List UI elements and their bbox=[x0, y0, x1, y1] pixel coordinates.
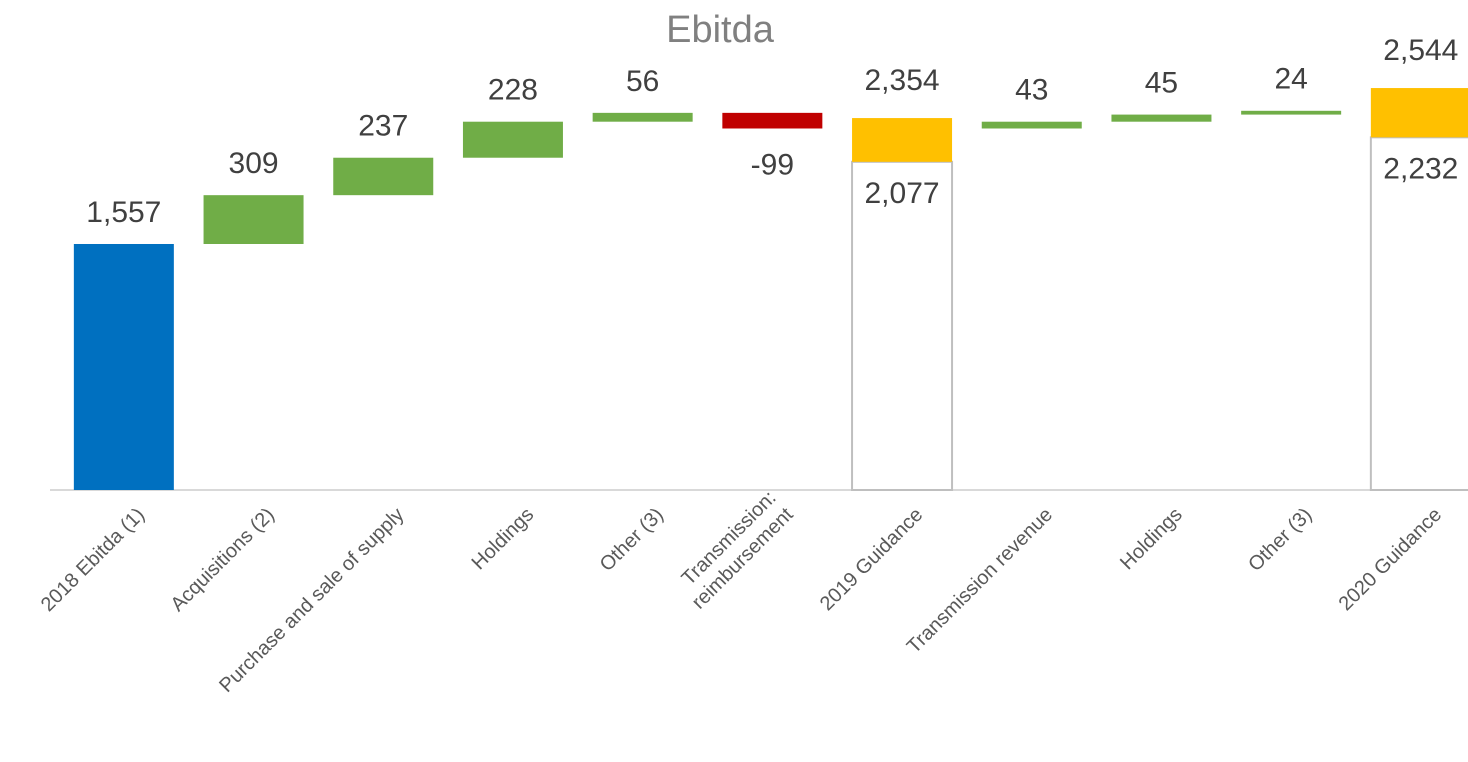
x-tick-label: Holdings bbox=[1116, 504, 1187, 575]
x-tick-label: Acquisitions (2) bbox=[167, 504, 279, 616]
data-label: 2,354 bbox=[865, 64, 940, 97]
x-tick-label: 2018 Ebitda (1) bbox=[37, 504, 149, 616]
data-label: 1,557 bbox=[86, 196, 161, 229]
range-base bbox=[1369, 136, 1468, 491]
x-tick-label-text: Holdings bbox=[1116, 504, 1187, 575]
range-base bbox=[851, 160, 954, 491]
x-tick-label-text: 2018 Ebitda (1) bbox=[37, 504, 149, 616]
data-label: 43 bbox=[1015, 74, 1048, 107]
x-tick-label: 2019 Guidance bbox=[816, 504, 927, 615]
bar bbox=[73, 243, 174, 490]
x-tick-label: 2020 Guidance bbox=[1335, 504, 1446, 615]
bar bbox=[462, 121, 563, 158]
x-tick-label-text: 2019 Guidance bbox=[816, 504, 927, 615]
data-label: -99 bbox=[751, 148, 794, 181]
x-tick-label-text: Holdings bbox=[468, 504, 539, 575]
x-tick-label: Other (3) bbox=[1244, 504, 1316, 576]
bar bbox=[981, 121, 1082, 129]
data-label: 237 bbox=[358, 110, 408, 143]
x-tick-label: Other (3) bbox=[596, 504, 668, 576]
x-tick-label-text: Transmission revenue bbox=[903, 504, 1057, 658]
chart-title: Ebitda bbox=[666, 9, 775, 51]
bar bbox=[592, 112, 693, 122]
x-tick-label-text: Acquisitions (2) bbox=[167, 504, 279, 616]
data-label: 228 bbox=[488, 74, 538, 107]
x-tick-label: Transmission revenue bbox=[903, 504, 1057, 658]
bar bbox=[1241, 110, 1342, 115]
range-bar bbox=[1370, 88, 1468, 138]
data-label: 56 bbox=[626, 65, 659, 98]
x-tick-label-text: 2020 Guidance bbox=[1335, 504, 1446, 615]
data-label: 45 bbox=[1145, 67, 1178, 100]
data-label: 2,544 bbox=[1383, 34, 1458, 67]
data-label: 24 bbox=[1274, 63, 1307, 96]
bar bbox=[203, 195, 304, 244]
range-bar bbox=[852, 118, 953, 162]
data-label: 2,232 bbox=[1383, 152, 1458, 185]
data-label: 309 bbox=[229, 147, 279, 180]
bar bbox=[722, 112, 823, 129]
bar bbox=[333, 157, 434, 196]
x-tick-label-text: Other (3) bbox=[1244, 504, 1316, 576]
x-tick-label: Holdings bbox=[468, 504, 539, 575]
x-tick-label: Transmission:reimbursement bbox=[678, 487, 798, 614]
bar bbox=[1111, 114, 1212, 122]
data-label: 2,077 bbox=[865, 177, 940, 210]
x-tick-label-text: Other (3) bbox=[596, 504, 668, 576]
